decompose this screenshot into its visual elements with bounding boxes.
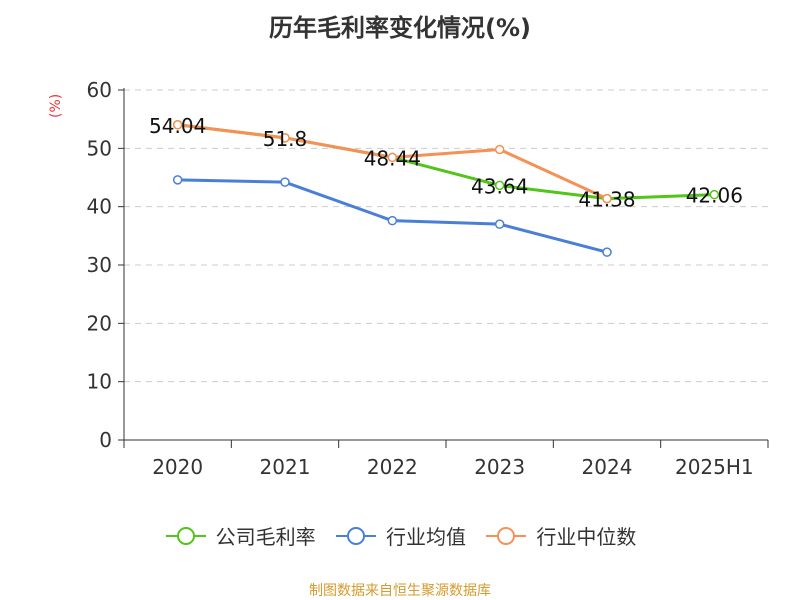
y-tick-label: 20 [87, 311, 112, 335]
y-tick-label: 0 [99, 428, 112, 452]
data-point [387, 152, 398, 163]
x-tick-label: 2022 [367, 455, 418, 479]
y-tick-label: 10 [87, 370, 112, 394]
y-tick-label: 60 [87, 78, 112, 102]
chart-legend: 公司毛利率 行业均值 行业中位数 [0, 521, 800, 551]
x-tick-label: 2025H1 [675, 455, 754, 479]
y-tick-label: 30 [87, 253, 112, 277]
data-point [709, 189, 720, 200]
data-label: 51.8 [263, 127, 308, 151]
data-point [494, 219, 505, 229]
data-point [602, 193, 612, 204]
data-label: 54.04 [149, 114, 206, 138]
chart-title: 历年毛利率变化情况(%) [269, 14, 531, 42]
legend-item-industry-mean[interactable]: 行业均值 [334, 521, 466, 550]
legend-swatch-orange-icon [486, 526, 527, 545]
data-point [387, 215, 398, 226]
data-point [602, 247, 612, 257]
x-tick-label: 2023 [474, 455, 525, 479]
y-tick-label: 40 [87, 195, 112, 219]
data-point [494, 180, 505, 191]
data-point [172, 120, 183, 130]
data-label: 41.38 [578, 188, 635, 212]
legend-label-company: 公司毛利率 [215, 525, 316, 549]
data-point [280, 133, 290, 143]
x-tick-label: 2024 [582, 455, 633, 479]
data-label: 43.64 [471, 174, 528, 198]
data-point [172, 175, 183, 185]
legend-label-industry-mean: 行业均值 [386, 525, 466, 549]
data-label: 42.06 [686, 184, 743, 208]
data-source-note: 制图数据来自恒生聚源数据库 [309, 583, 491, 599]
x-tick-label: 2021 [260, 455, 311, 479]
legend-item-industry-median[interactable]: 行业中位数 [484, 521, 636, 550]
data-label: 48.44 [364, 146, 421, 170]
data-point [280, 177, 290, 187]
x-tick-label: 2020 [152, 455, 203, 479]
legend-item-company[interactable]: 公司毛利率 [164, 521, 316, 550]
data-point [494, 144, 505, 155]
legend-swatch-green-icon [165, 526, 206, 545]
legend-swatch-blue-icon [336, 526, 376, 545]
legend-label-industry-median: 行业中位数 [536, 525, 637, 549]
y-tick-label: 50 [87, 136, 112, 160]
